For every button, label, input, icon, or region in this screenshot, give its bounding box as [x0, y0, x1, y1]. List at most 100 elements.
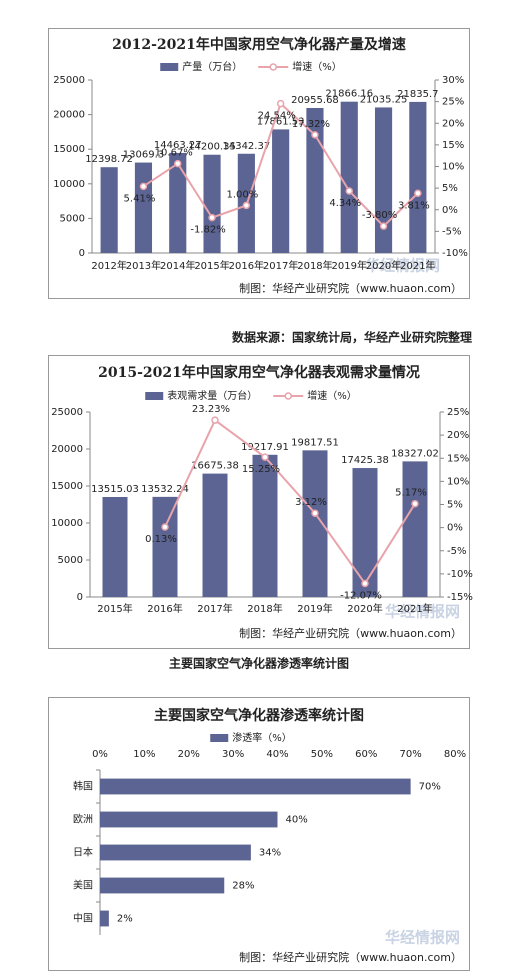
y2-tick-label: 15%	[447, 453, 469, 464]
legend-swatch	[210, 734, 229, 742]
x-tick-label: 40%	[266, 749, 288, 760]
y2-tick-label: 0%	[442, 205, 458, 216]
chart-title: 主要国家空气净化器渗透率统计图	[154, 707, 364, 724]
x-tick-label: 50%	[311, 749, 333, 760]
watermark: 华经情报网	[385, 929, 460, 947]
line-marker	[311, 131, 319, 139]
y-tick-label: 欧洲	[73, 814, 93, 826]
x-tick-label: 2016年	[147, 602, 182, 615]
bar	[100, 844, 251, 861]
data-label: 4.34%	[329, 198, 361, 209]
y2-tick-label: 20%	[442, 118, 464, 129]
source-note: 数据来源：国家统计局，华经产业研究院整理	[232, 330, 472, 345]
bar	[100, 910, 109, 927]
x-tick-label: 60%	[355, 749, 377, 760]
bar	[202, 473, 228, 597]
data-label: 12398.72	[85, 154, 133, 165]
line-marker	[345, 187, 353, 195]
line	[164, 418, 416, 586]
x-tick-label: 2019年	[332, 259, 367, 272]
watermark: 华经情报网	[365, 257, 440, 275]
line-marker	[276, 99, 285, 108]
y2-tick-label: -5%	[442, 226, 461, 237]
y2-tick-label: -10%	[442, 248, 468, 259]
data-label: 34%	[259, 848, 281, 859]
data-label: 2%	[117, 914, 133, 925]
y2-tick-label: 0%	[447, 523, 463, 534]
y-tick-label: 韩国	[73, 780, 93, 793]
data-label: 3.12%	[295, 497, 327, 508]
y-tick-label: 25000	[53, 75, 85, 86]
legend-label: 产量（万台）	[182, 60, 242, 73]
data-label: 1.00%	[226, 189, 258, 200]
section-heading: 主要国家空气净化器渗透率统计图	[169, 656, 349, 671]
y-tick-label: 0	[77, 592, 83, 603]
bar	[374, 107, 393, 254]
chart-title: 2012-2021年中国家用空气净化器产量及增速	[112, 36, 406, 53]
y2-tick-label: 15%	[442, 140, 464, 151]
line-marker	[311, 509, 319, 517]
data-label: -3.80%	[362, 210, 397, 221]
legend-swatch	[145, 392, 164, 400]
footer: 制图：华经产业研究院（www.huaon.com）	[239, 626, 462, 640]
chart-title: 2015-2021年中国家用空气净化器表观需求量情况	[98, 364, 420, 381]
y2-tick-label: -5%	[447, 546, 466, 557]
x-tick-label: 2021年	[400, 259, 435, 272]
x-tick-label: 10%	[133, 749, 155, 760]
bar	[100, 778, 411, 795]
data-label: 15.25%	[242, 464, 280, 475]
bar	[152, 496, 178, 597]
line-marker	[261, 453, 269, 461]
bar	[102, 496, 128, 597]
x-tick-label: 70%	[400, 749, 422, 760]
x-tick-label: 2016年	[229, 259, 264, 272]
footer: 制图：华经产业研究院（www.huaon.com）	[239, 950, 462, 964]
x-tick-label: 2014年	[160, 259, 195, 272]
data-label: 14200.35	[188, 142, 236, 153]
y2-tick-label: -10%	[447, 569, 473, 580]
bar	[340, 101, 358, 253]
legend-label: 渗透率（%）	[232, 731, 292, 744]
x-tick-label: 2015年	[194, 259, 229, 272]
legend-swatch	[160, 63, 179, 71]
x-tick-label: 80%	[444, 749, 466, 760]
line-marker	[211, 416, 219, 424]
data-label: 0.13%	[145, 534, 177, 545]
y-tick-label: 25000	[51, 407, 83, 418]
data-label: 14463.27	[154, 140, 202, 151]
data-label: 20955.68	[291, 95, 339, 106]
data-label: 5.41%	[124, 193, 156, 204]
data-label: 3.81%	[398, 200, 430, 211]
footer: 制图：华经产业研究院（www.huaon.com）	[239, 281, 462, 295]
y-tick-label: 5000	[60, 213, 85, 224]
y2-tick-label: 25%	[447, 407, 469, 418]
y-tick-label: 日本	[73, 846, 93, 859]
x-tick-label: 2017年	[263, 259, 298, 272]
bar	[352, 468, 378, 597]
legend-label: 表观需求量（万台）	[167, 389, 257, 402]
line-marker	[414, 189, 422, 198]
x-tick-label: 2017年	[197, 602, 232, 615]
data-label: 10.67%	[155, 148, 193, 159]
data-label: 16675.38	[191, 461, 239, 472]
bar	[169, 152, 187, 253]
bar	[100, 811, 278, 828]
y2-tick-label: 20%	[447, 430, 469, 441]
data-label: 70%	[419, 782, 441, 793]
y-tick-label: 中国	[73, 912, 93, 925]
bar	[272, 129, 290, 253]
x-tick-label: 2019年	[297, 602, 332, 615]
y2-tick-label: 5%	[447, 500, 463, 511]
line-marker	[411, 499, 419, 508]
y2-tick-label: 10%	[442, 162, 464, 173]
bar	[409, 101, 427, 253]
data-label: -12.07%	[340, 590, 382, 601]
data-label: 21035.25	[360, 94, 408, 105]
x-tick-label: 2018年	[247, 602, 282, 615]
x-tick-label: 0%	[92, 749, 108, 760]
line-marker	[174, 159, 182, 168]
line-marker	[242, 201, 251, 210]
y-tick-label: 5000	[58, 555, 83, 566]
data-label: 19817.51	[291, 437, 339, 448]
x-tick-label: 2021年	[397, 602, 432, 615]
